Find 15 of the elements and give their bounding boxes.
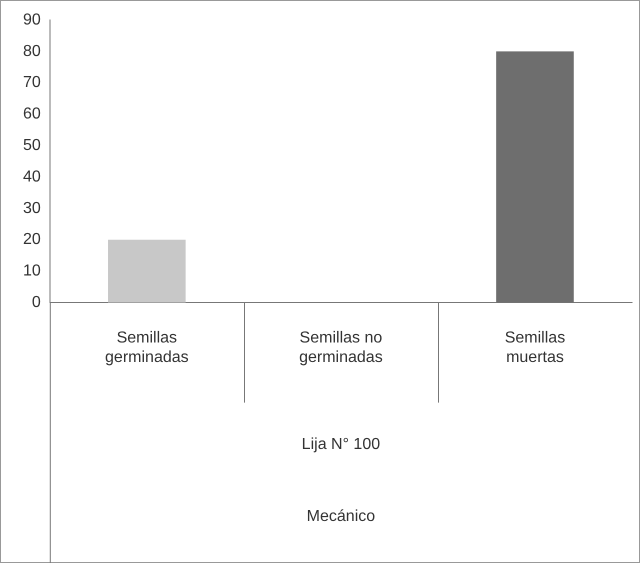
- x-tick-label: Semillas germinadas: [105, 330, 189, 366]
- y-tick-label: 20: [23, 231, 41, 248]
- y-tick-label: 80: [23, 42, 41, 60]
- x-tick-label: Semillas muertas: [504, 330, 566, 366]
- y-tick-label: 40: [23, 168, 41, 186]
- text: Lija N° 100: [302, 436, 380, 454]
- y-tick-label: 30: [23, 200, 41, 217]
- y-tick-label: 50: [23, 137, 41, 154]
- y-tick-label: 90: [23, 11, 41, 28]
- y-tick-label: 0: [32, 294, 41, 312]
- y-tick-label: 70: [23, 74, 41, 92]
- x-tick-label: Semillas no germinadas: [299, 330, 383, 366]
- y-tick-label: 10: [23, 262, 41, 280]
- text: Mecánico: [306, 508, 376, 526]
- y-tick-label: 60: [23, 106, 41, 123]
